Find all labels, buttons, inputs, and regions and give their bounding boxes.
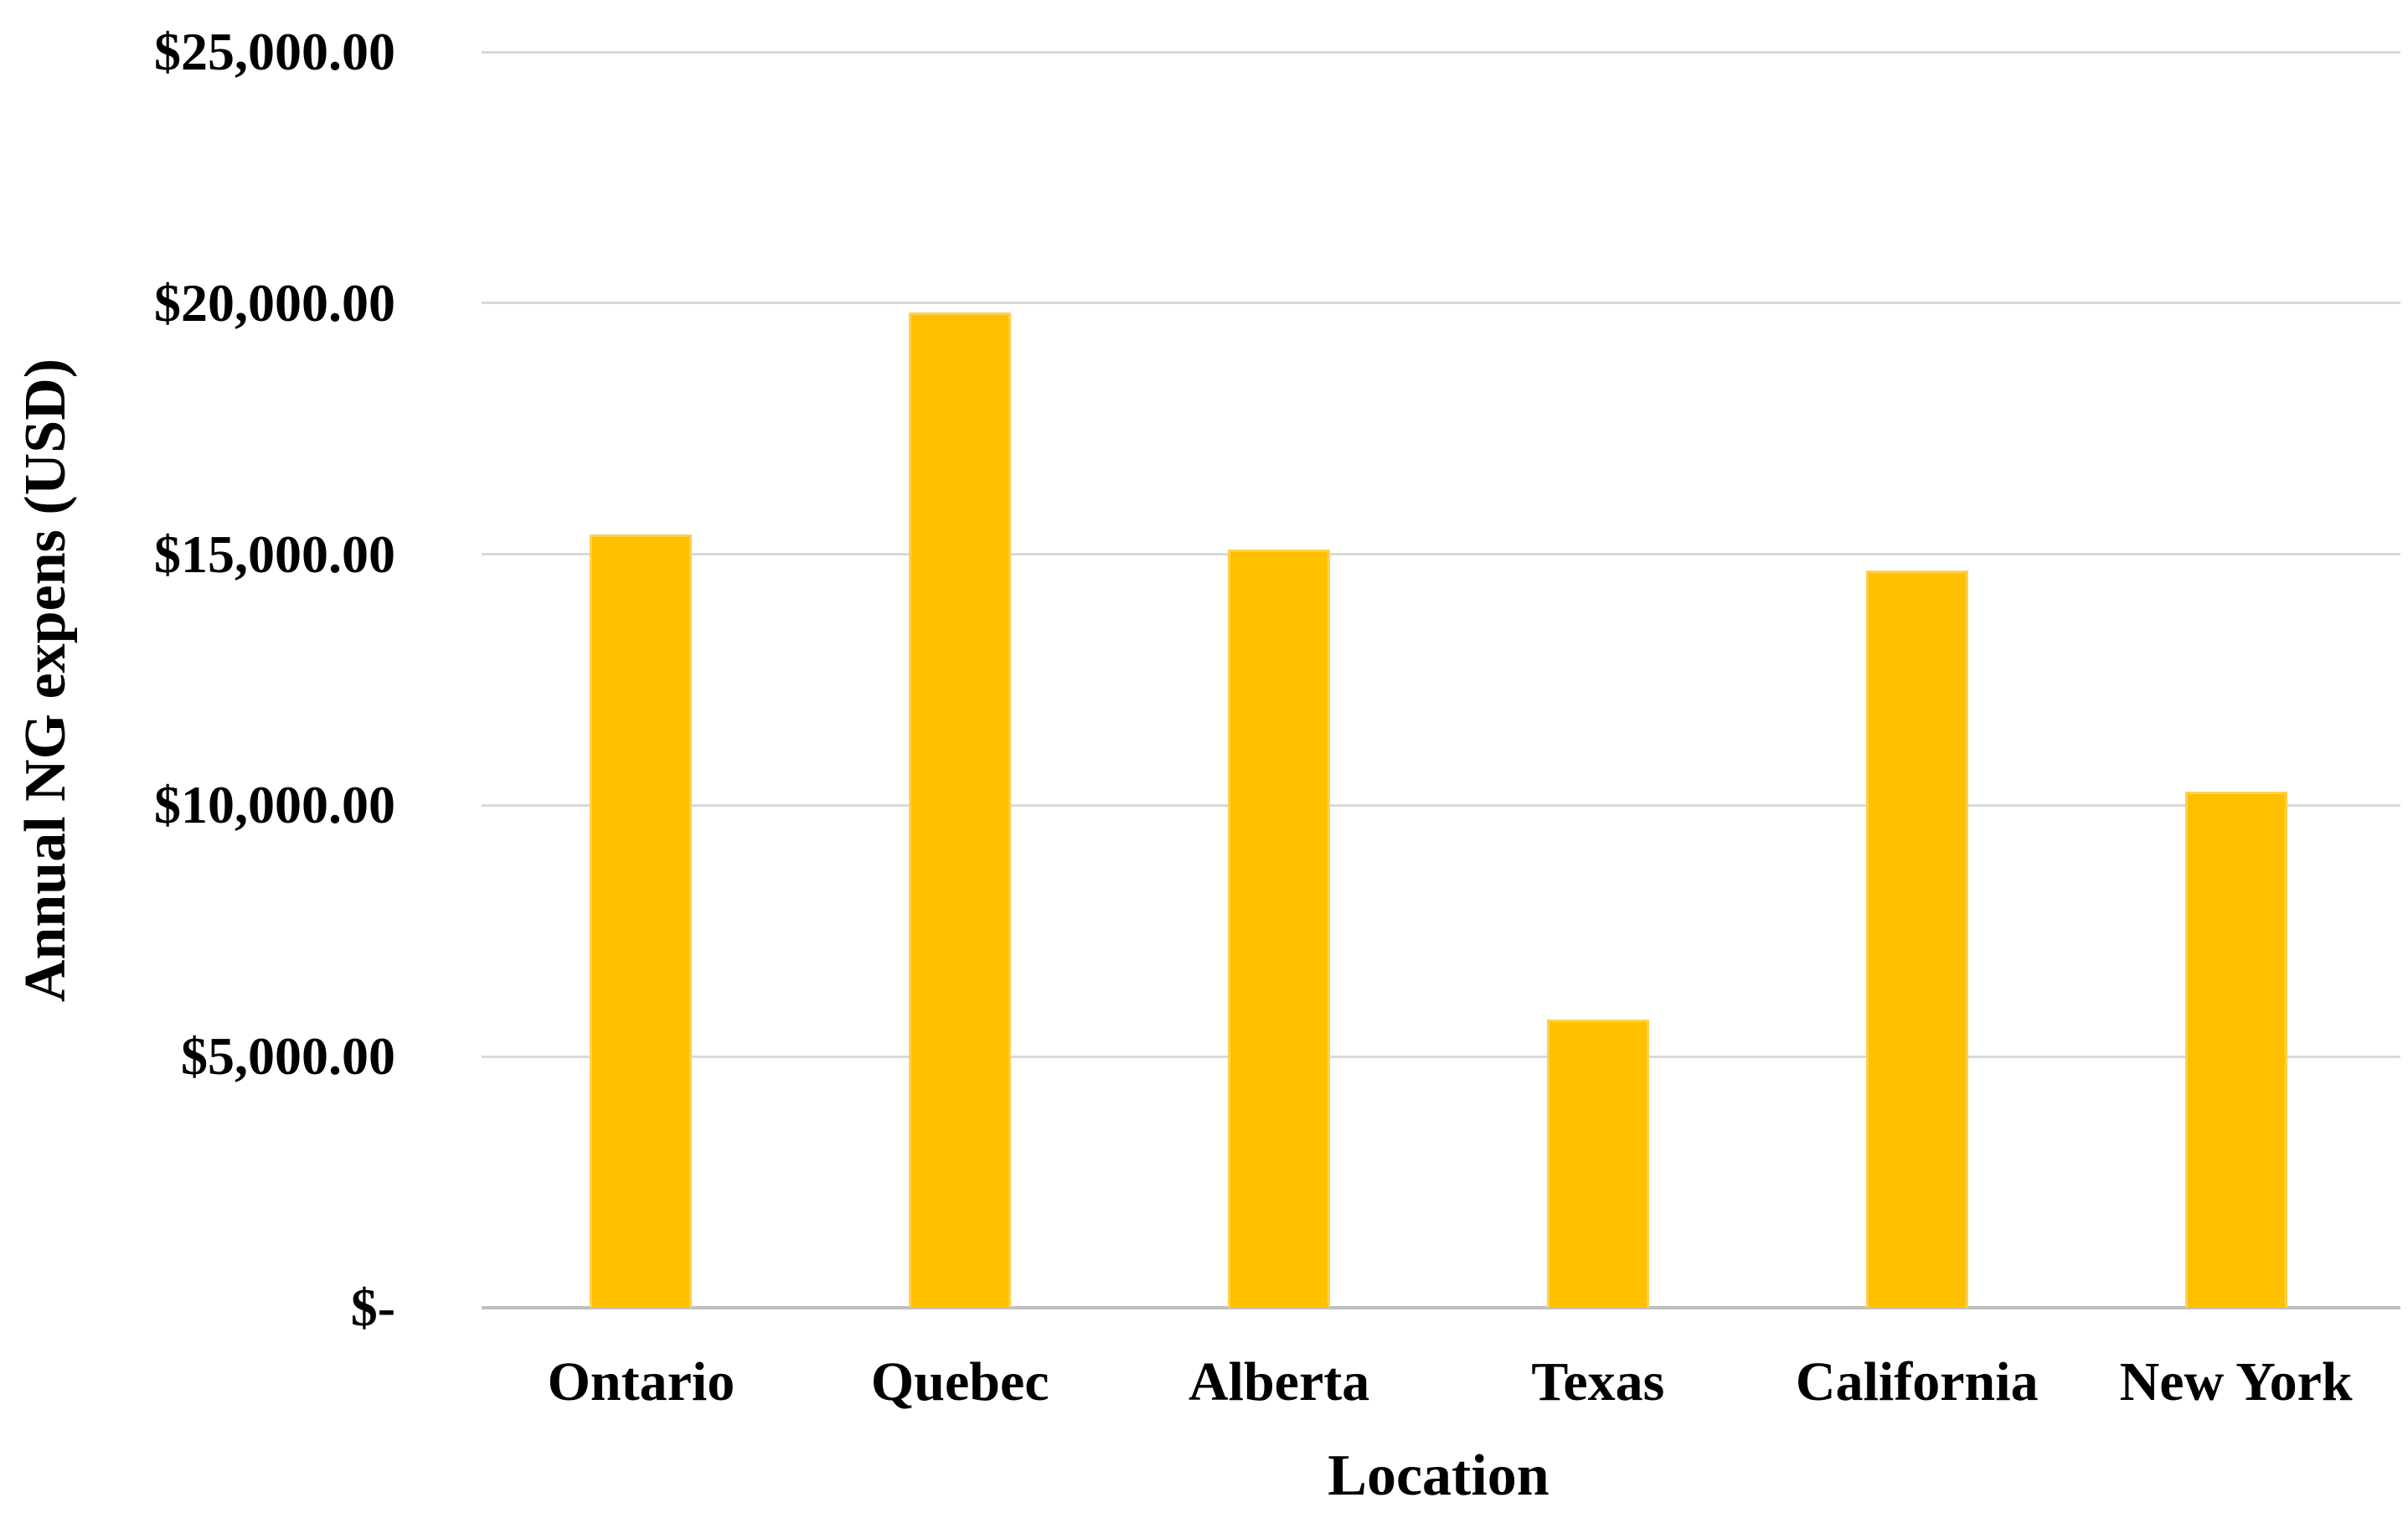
x-category-label: Texas: [1531, 1351, 1665, 1412]
y-gridline: [482, 302, 2400, 305]
y-gridline: [482, 553, 2400, 556]
y-tick-label: $25,000.00: [154, 22, 395, 81]
x-category-label: Ontario: [547, 1351, 735, 1412]
y-tick-label: $20,000.00: [154, 272, 395, 333]
x-category-label: California: [1795, 1351, 2039, 1412]
y-tick-label: $15,000.00: [154, 524, 395, 584]
y-gridline: [482, 1055, 2400, 1058]
x-axis-line: [482, 1306, 2400, 1309]
x-category-label: Quebec: [870, 1351, 1049, 1412]
y-gridline: [482, 50, 2400, 54]
bar-ontario: [590, 534, 693, 1308]
x-category-label: New York: [2119, 1351, 2353, 1412]
bar-new-york: [2184, 791, 2287, 1308]
y-tick-label: $-: [350, 1278, 395, 1337]
y-gridline: [482, 803, 2400, 807]
y-tick-label: $10,000.00: [154, 775, 395, 835]
bar-alberta: [1228, 549, 1331, 1308]
y-axis-title: Annual NG expens (USD): [13, 358, 78, 1002]
y-tick-label: $5,000.00: [181, 1026, 395, 1087]
bar-quebec: [909, 312, 1012, 1308]
bar-texas: [1546, 1020, 1649, 1308]
bar-california: [1865, 571, 1968, 1308]
x-category-label: Alberta: [1188, 1351, 1370, 1412]
x-axis-title: Location: [1328, 1443, 1549, 1508]
